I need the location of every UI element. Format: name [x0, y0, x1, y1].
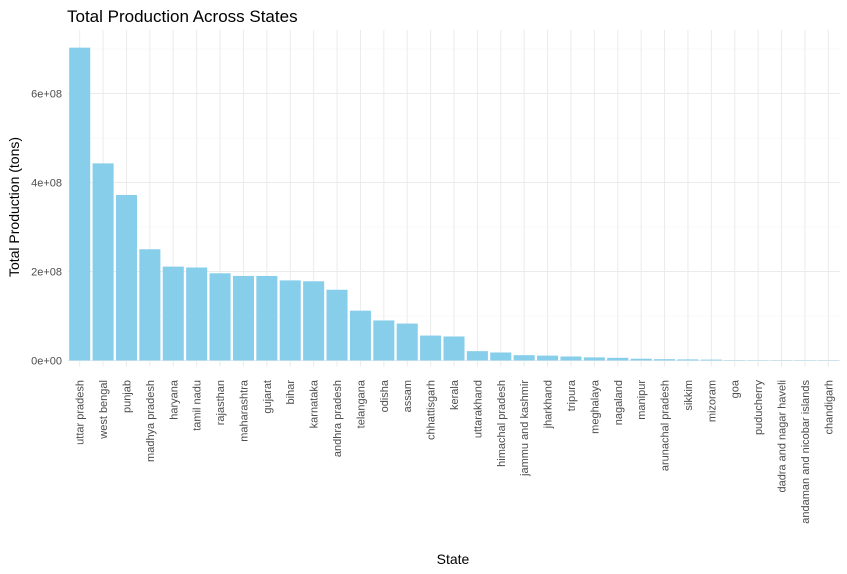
x-tick-label: punjab [121, 380, 133, 413]
x-tick-label: uttarakhand [472, 380, 484, 438]
x-axis-ticks: uttar pradesh west bengal punjab madhya pra… [75, 379, 836, 524]
y-tick-label: 6e+08 [31, 89, 62, 101]
bar [326, 289, 348, 361]
bar [560, 356, 582, 361]
x-tick-label: bihar [285, 380, 297, 405]
bar [232, 275, 254, 361]
x-tick-label: chandigarh [823, 380, 835, 434]
bar [420, 335, 442, 361]
bar [139, 249, 161, 361]
x-tick-label: jharkhand [543, 380, 555, 429]
x-tick-label: puducherry [753, 380, 765, 436]
x-tick-label: nagaland [613, 380, 625, 425]
bar [115, 194, 138, 361]
x-tick-label: kerala [449, 379, 461, 410]
x-tick-label: chhattisgarh [426, 380, 438, 440]
x-tick-label: sikkim [683, 380, 695, 411]
bar [583, 357, 605, 361]
bar [279, 280, 301, 361]
x-tick-label: haryana [168, 379, 180, 420]
bar [256, 275, 278, 361]
x-tick-label: west bengal [98, 380, 110, 440]
x-tick-label: dadra and nagar haveli [777, 380, 789, 493]
bar [700, 359, 722, 361]
bar [677, 359, 699, 361]
x-tick-label: odisha [379, 379, 391, 412]
x-tick-label: himachal pradesh [496, 380, 508, 467]
bar [466, 351, 488, 361]
bar [490, 352, 512, 361]
bar [92, 163, 114, 361]
bar [303, 281, 325, 361]
x-axis-title: State [437, 551, 470, 567]
bar [537, 355, 559, 361]
chart-title: Total Production Across States [67, 7, 298, 26]
y-axis-ticks: 0e+00 2e+08 4e+08 6e+08 [31, 89, 62, 368]
bar [443, 336, 465, 361]
bars [69, 47, 839, 361]
x-tick-label: gujarat [262, 380, 274, 414]
y-tick-label: 0e+00 [31, 356, 62, 368]
x-tick-label: jammu and kashmir [519, 380, 531, 477]
x-tick-label: manipur [636, 380, 648, 420]
bar [69, 47, 91, 361]
bar [396, 323, 418, 361]
x-tick-label: uttar pradesh [75, 380, 87, 445]
x-tick-label: goa [730, 379, 742, 398]
x-tick-label: rajasthan [215, 380, 227, 425]
y-tick-label: 2e+08 [31, 267, 62, 279]
y-tick-label: 4e+08 [31, 178, 62, 190]
x-tick-label: telangana [355, 379, 367, 428]
x-tick-label: meghalaya [589, 379, 601, 434]
bar [209, 273, 231, 361]
x-tick-label: tamil nadu [192, 380, 204, 431]
bar [630, 358, 652, 361]
bar [162, 266, 184, 361]
bar [607, 357, 629, 361]
x-tick-label: andhra pradesh [332, 380, 344, 457]
x-tick-label: mizoram [706, 380, 718, 422]
bar [349, 310, 371, 361]
x-tick-label: andaman and nicobar islands [800, 380, 812, 524]
bar [373, 320, 395, 361]
bar [186, 267, 208, 361]
x-tick-label: maharashtra [238, 379, 250, 442]
x-tick-label: karnataka [309, 379, 321, 428]
x-tick-label: madhya pradesh [145, 380, 157, 462]
x-tick-label: tripura [566, 379, 578, 411]
bar [513, 355, 535, 361]
x-tick-label: arunachal pradesh [660, 380, 672, 471]
bar [654, 359, 676, 361]
x-tick-label: assam [402, 380, 414, 412]
y-axis-title: Total Production (tons) [6, 137, 22, 277]
